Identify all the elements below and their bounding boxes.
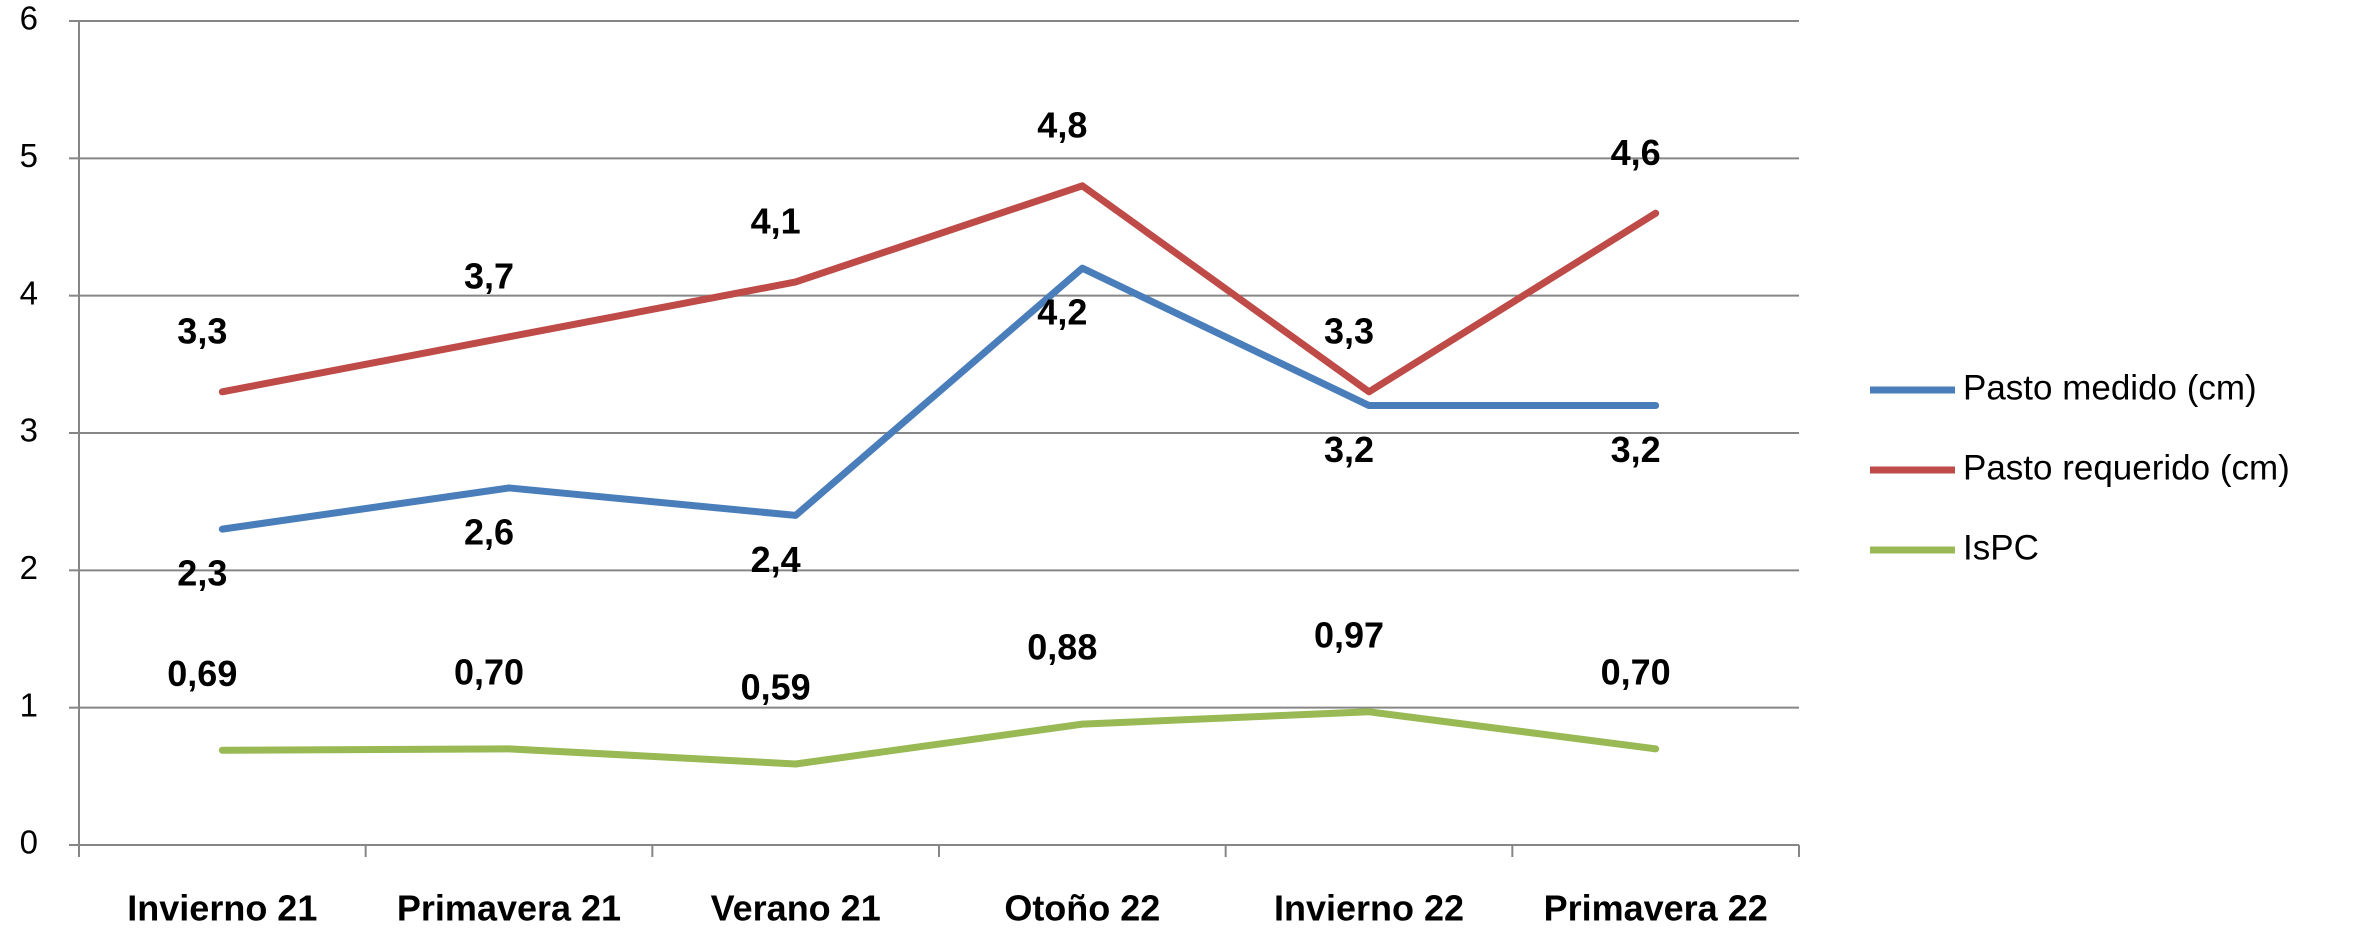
y-tick-label: 4 [20, 274, 38, 311]
legend-label: IsPC [1963, 528, 2039, 567]
data-label: 2,6 [464, 511, 514, 552]
x-tick-label: Invierno 21 [127, 888, 317, 929]
y-tick-label: 5 [20, 137, 38, 174]
data-label: 0,59 [741, 666, 811, 707]
data-label: 4,6 [1611, 132, 1661, 173]
data-label: 3,3 [177, 310, 227, 351]
data-label: 2,4 [751, 539, 801, 580]
y-tick-label: 6 [20, 0, 38, 37]
data-label: 3,2 [1611, 429, 1661, 470]
series-line [218, 264, 1660, 533]
legend-label: Pasto requerido (cm) [1963, 448, 2290, 487]
data-label: 0,88 [1027, 627, 1097, 668]
data-label: 3,2 [1324, 429, 1374, 470]
data-label: 4,2 [1037, 292, 1087, 333]
legend-label: Pasto medido (cm) [1963, 368, 2257, 407]
y-tick-label: 0 [20, 824, 38, 861]
data-label: 3,7 [464, 255, 514, 296]
data-label: 2,3 [177, 553, 227, 594]
data-label: 0,69 [167, 653, 237, 694]
x-tick-label: Primavera 22 [1544, 888, 1768, 929]
data-label: 0,70 [1601, 651, 1671, 692]
x-tick-label: Primavera 21 [397, 888, 621, 929]
data-label: 0,97 [1314, 614, 1384, 655]
x-tick-label: Invierno 22 [1274, 888, 1464, 929]
data-label: 0,70 [454, 651, 524, 692]
y-tick-label: 2 [20, 549, 38, 586]
y-tick-label: 1 [20, 686, 38, 723]
data-label: 4,8 [1037, 104, 1087, 145]
data-label: 4,1 [751, 200, 801, 241]
y-tick-label: 3 [20, 412, 38, 449]
series-line [218, 708, 1660, 768]
x-tick-label: Otoño 22 [1004, 888, 1160, 929]
data-label: 3,3 [1324, 310, 1374, 351]
x-tick-label: Verano 21 [711, 888, 881, 929]
series-line [218, 182, 1660, 396]
